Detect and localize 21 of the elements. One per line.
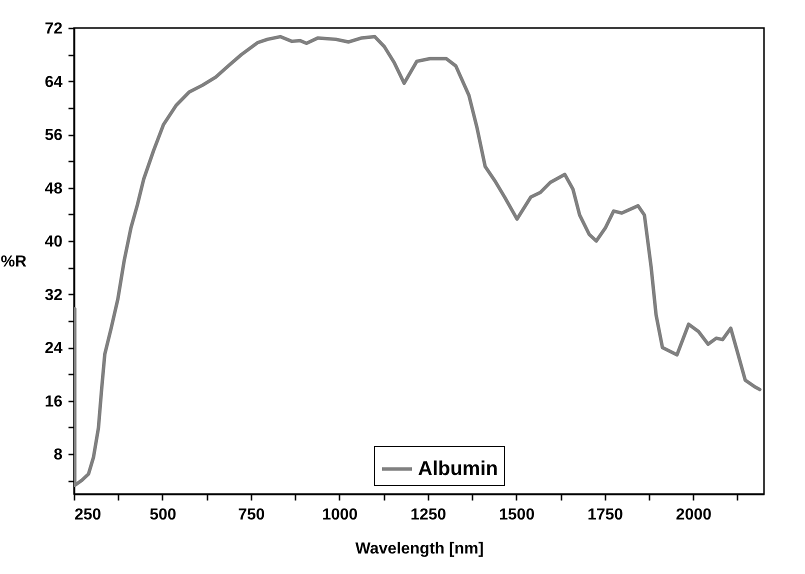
x-axis-title: Wavelength [nm]	[355, 540, 484, 558]
y-tick-label: 16	[44, 393, 63, 410]
x-tick-label: 2000	[676, 506, 712, 524]
y-tick-label: 56	[44, 127, 63, 144]
x-tick-label: 250	[74, 506, 102, 524]
x-tick-label: 750	[238, 506, 265, 524]
y-tick-label: 64	[44, 74, 63, 91]
x-tick-label: 1750	[587, 506, 624, 524]
y-tick-label: 40	[44, 234, 63, 251]
x-tick-label: 500	[150, 506, 176, 524]
y-tick-label: 8	[54, 446, 63, 464]
x-tick-label: 1500	[499, 506, 535, 524]
legend-label: Albumin	[418, 458, 498, 480]
y-tick-label: 72	[44, 20, 63, 38]
line-series	[74, 34, 762, 488]
x-tick-label: 1250	[410, 506, 446, 524]
y-tick-label: 48	[44, 180, 63, 198]
y-tick-label: 32	[44, 286, 63, 304]
x-tick-label: 1000	[322, 506, 358, 524]
y-tick-label: 24	[44, 340, 63, 358]
y-axis-title: %R	[0, 254, 27, 270]
